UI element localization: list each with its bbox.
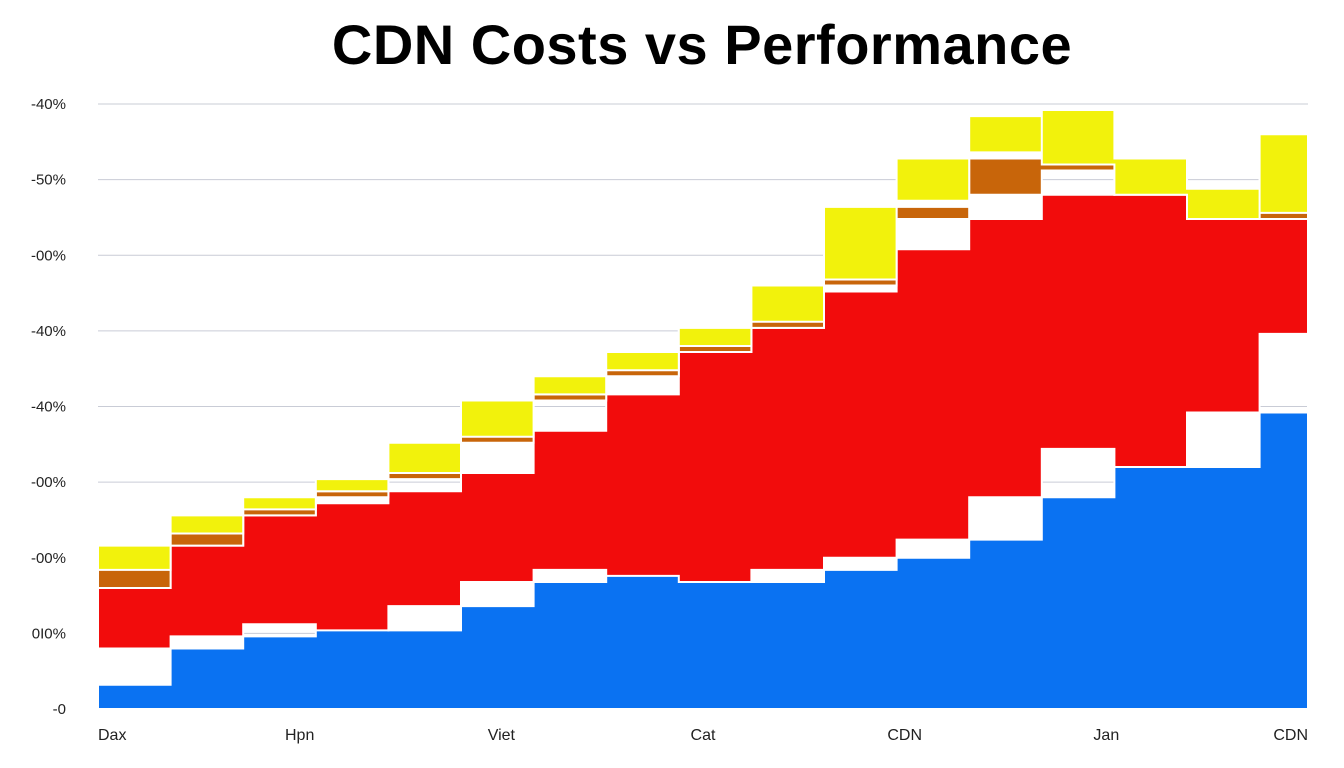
x-tick-label: CDN: [887, 727, 922, 744]
x-tick-label: Hpn: [285, 727, 314, 744]
y-tick-label: -40%: [31, 399, 66, 416]
y-tick-label: -40%: [31, 323, 66, 340]
x-tick-label: Cat: [691, 727, 716, 744]
chart-title: CDN Costs vs Performance: [331, 13, 1073, 76]
plot-areas: [97, 109, 1309, 710]
x-axis-ticks: Dax Hpn Viet Cat CDN Jan CDN: [98, 727, 1308, 744]
y-tick-label: -00%: [31, 247, 66, 264]
area-series-yellow: [97, 109, 1309, 588]
area-series-blue: [97, 333, 1309, 710]
y-axis-ticks: -40% -50% -00% -40% -40% -00% -00% 0I0% -0: [31, 96, 66, 718]
y-tick-label: 0I0%: [32, 625, 66, 642]
x-tick-label: Jan: [1093, 727, 1119, 744]
y-tick-label: -0: [53, 701, 66, 718]
area-series-red: [97, 134, 1309, 685]
y-tick-label: -40%: [31, 96, 66, 113]
y-tick-label: -00%: [31, 550, 66, 567]
y-tick-label: -00%: [31, 474, 66, 491]
x-tick-label: CDN: [1273, 727, 1308, 744]
y-tick-label: -50%: [31, 172, 66, 189]
x-tick-label: Dax: [98, 727, 126, 744]
x-tick-label: Viet: [488, 727, 516, 744]
